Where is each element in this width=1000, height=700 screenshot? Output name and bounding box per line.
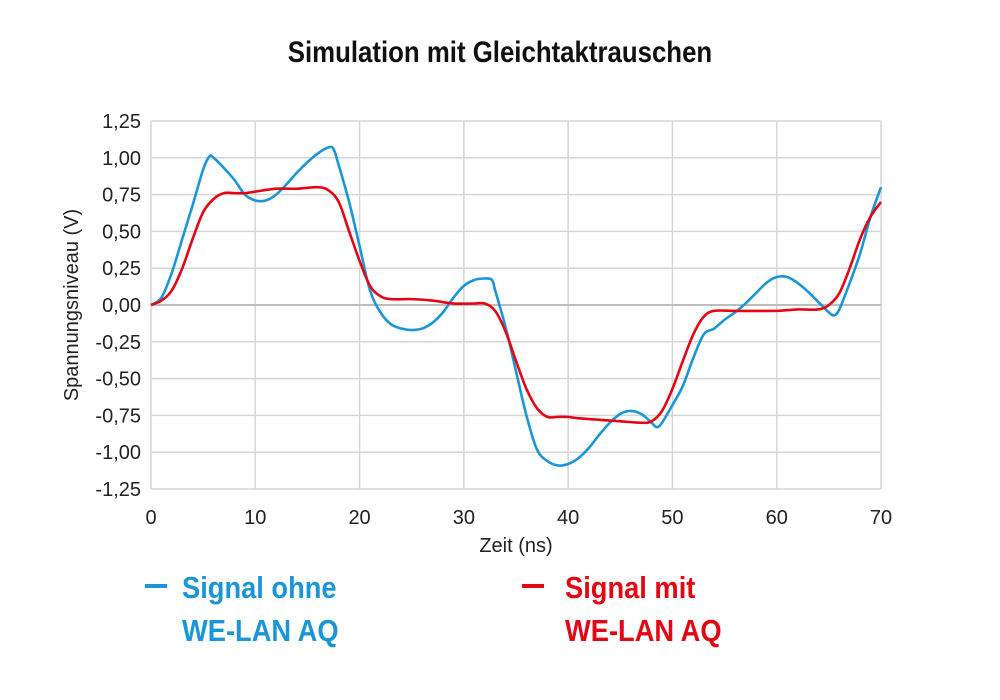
series-lines <box>150 145 883 467</box>
y-tick-label: -0,75 <box>95 405 141 427</box>
x-tick-label: 10 <box>244 507 266 529</box>
series-line-mit <box>150 185 883 425</box>
x-tick-label: 30 <box>453 507 475 529</box>
legend-line-2: WE-LAN AQ <box>565 613 722 648</box>
y-tick-label: -0,50 <box>95 369 141 391</box>
legend-line-1: Signal mit <box>565 570 696 605</box>
y-tick-label: 0,50 <box>102 221 141 243</box>
y-tick-label: 1,25 <box>102 111 141 133</box>
legend-label-red: Signal mit WE-LAN AQ <box>565 566 722 652</box>
y-tick-label: 0,75 <box>102 185 141 207</box>
x-tick-label: 70 <box>870 507 892 529</box>
y-tick-label: 0,00 <box>102 295 141 317</box>
grid <box>150 120 882 490</box>
x-tick-label: 20 <box>348 507 370 529</box>
tick-labels: 0 10 20 30 40 50 60 70 1,25 1,00 0,75 0,50 0,25 0,00 -… <box>95 111 892 529</box>
x-tick-label: 0 <box>145 507 156 529</box>
y-tick-label: -1,25 <box>95 479 141 501</box>
legend-line-1: Signal ohne <box>182 570 337 605</box>
legend-swatch-blue <box>145 584 167 588</box>
x-tick-label: 40 <box>557 507 579 529</box>
y-tick-label: -0,25 <box>95 332 141 354</box>
y-tick-label: 0,25 <box>102 258 141 280</box>
x-axis-label: Zeit (ns) <box>479 535 552 557</box>
legend-label-blue: Signal ohne WE-LAN AQ <box>182 566 339 652</box>
y-axis-label: Spannungsniveau (V) <box>61 209 83 401</box>
legend-line-2: WE-LAN AQ <box>182 613 339 648</box>
chart-title: Simulation mit Gleichtaktrauschen <box>287 36 713 69</box>
x-tick-label: 50 <box>661 507 683 529</box>
y-tick-label: 1,00 <box>102 148 141 170</box>
y-tick-label: -1,00 <box>95 442 141 464</box>
legend-swatch-red <box>522 584 544 588</box>
x-tick-label: 60 <box>766 507 788 529</box>
